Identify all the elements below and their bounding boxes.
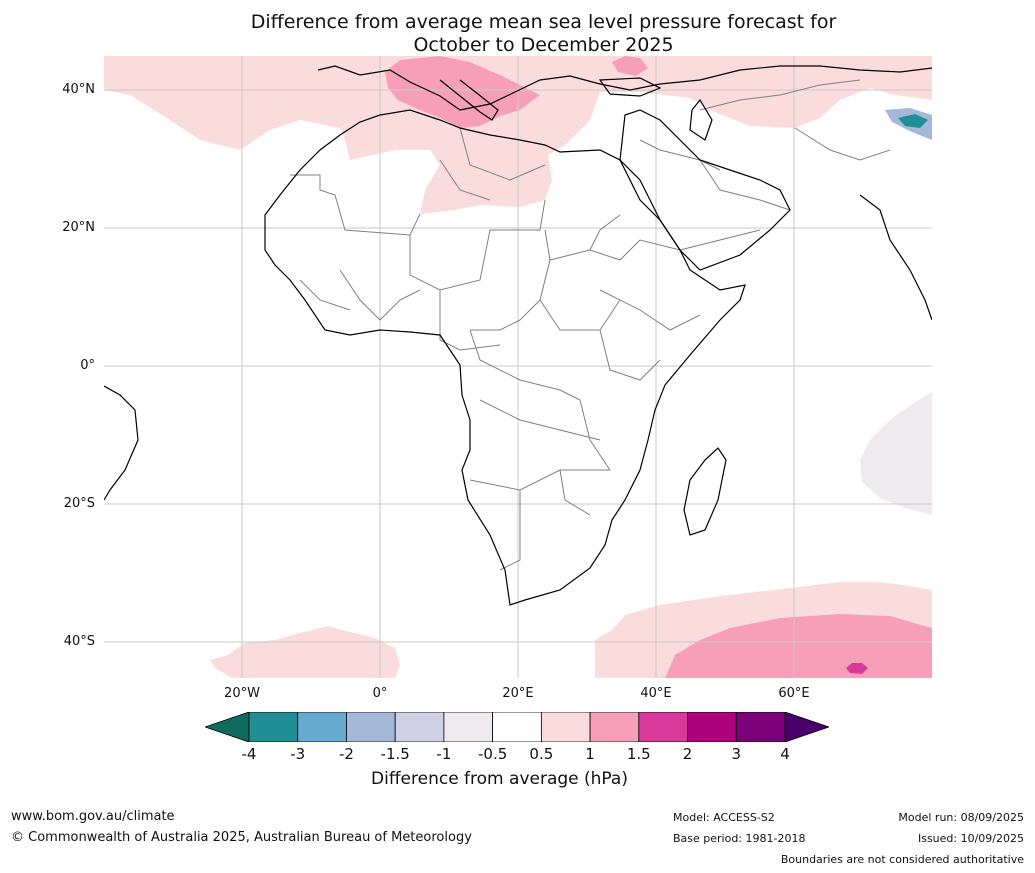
lat-label-20s: 20°S — [63, 496, 95, 511]
lon-label-20w: 20°W — [224, 686, 260, 701]
colorbar-tick-label: -3 — [290, 745, 306, 763]
colorbar-bin — [589, 712, 640, 742]
footer-base-period: Base period: 1981-2018 — [673, 832, 806, 845]
colorbar-tick-label: -0.5 — [477, 745, 508, 763]
colorbar-bin — [735, 712, 786, 742]
lon-label-20e: 20°E — [502, 686, 534, 701]
coast-arabia — [619, 109, 791, 271]
colorbar-title: Difference from average (hPa) — [371, 769, 628, 789]
lon-label-40e: 40°E — [640, 686, 672, 701]
colorbar-tick-label: -2 — [338, 745, 354, 763]
coast-italy — [439, 79, 499, 121]
colorbar-bin — [492, 712, 542, 742]
footer-model: Model: ACCESS-S2 — [673, 811, 775, 824]
anomaly-indian-ocean-grey — [860, 392, 932, 515]
map-title-line1: Difference from average mean sea level p… — [250, 11, 837, 33]
colorbar-bin — [443, 712, 494, 742]
map-title-line2: October to December 2025 — [413, 34, 674, 56]
colorbar-bin — [394, 712, 445, 742]
colorbar-tick-label: 3 — [731, 745, 742, 763]
colorbar-bin — [638, 712, 688, 742]
colorbar-tick-label: -4 — [241, 745, 257, 763]
coast-africa — [264, 109, 746, 606]
lat-label-20n: 20°N — [62, 220, 95, 235]
colorbar-bin — [687, 712, 737, 742]
colorbar-tick-label: 0.5 — [529, 745, 554, 763]
colorbar-tick-label: 2 — [682, 745, 693, 763]
lon-label-60e: 60°E — [778, 686, 810, 701]
colorbar-tick-label: 1 — [585, 745, 595, 763]
anomaly-north-mid-pink — [385, 56, 540, 128]
coastlines — [104, 65, 932, 606]
colorbar-tick-label: 1.5 — [626, 745, 651, 763]
colorbar-extend-high — [784, 712, 829, 742]
anomaly-south-magenta — [846, 663, 868, 674]
anomaly-southwest-light-pink — [210, 626, 400, 678]
lat-label-40s: 40°S — [63, 634, 95, 649]
lat-label-40n: 40°N — [62, 82, 95, 97]
colorbar-bin — [248, 712, 299, 742]
colorbar-bin — [346, 712, 396, 742]
footer-copyright: © Commonwealth of Australia 2025, Austra… — [11, 830, 472, 845]
coast-madagascar — [683, 447, 727, 536]
anomaly-north-mid-pink-2 — [612, 56, 648, 76]
colorbar-tick-label: 4 — [780, 745, 790, 763]
colorbar-bin — [540, 712, 591, 742]
lon-label-0: 0° — [372, 686, 388, 701]
colorbar-tick-label: -1 — [436, 745, 452, 763]
footer-website: www.bom.gov.au/climate — [11, 809, 175, 824]
footer-model-run: Model run: 08/09/2025 — [898, 811, 1024, 824]
lat-label-0: 0° — [80, 358, 95, 373]
coast-black-sea — [598, 77, 662, 97]
coast-europe — [317, 65, 932, 111]
footer-disclaimer: Boundaries are not considered authoritat… — [780, 853, 1024, 866]
coast-caspian — [689, 98, 713, 141]
anomaly-south-mid-pink — [665, 614, 932, 678]
colorbar-extend-low — [205, 712, 250, 742]
coast-south-america — [104, 385, 139, 501]
country-borders — [290, 79, 891, 571]
coast-india — [859, 194, 932, 321]
pressure-anomaly-map — [104, 56, 932, 678]
footer-issued: Issued: 10/09/2025 — [917, 832, 1024, 845]
colorbar — [205, 712, 829, 742]
colorbar-bin — [297, 712, 347, 742]
colorbar-tick-label: -1.5 — [380, 745, 410, 763]
anomaly-asia-teal — [898, 114, 928, 128]
